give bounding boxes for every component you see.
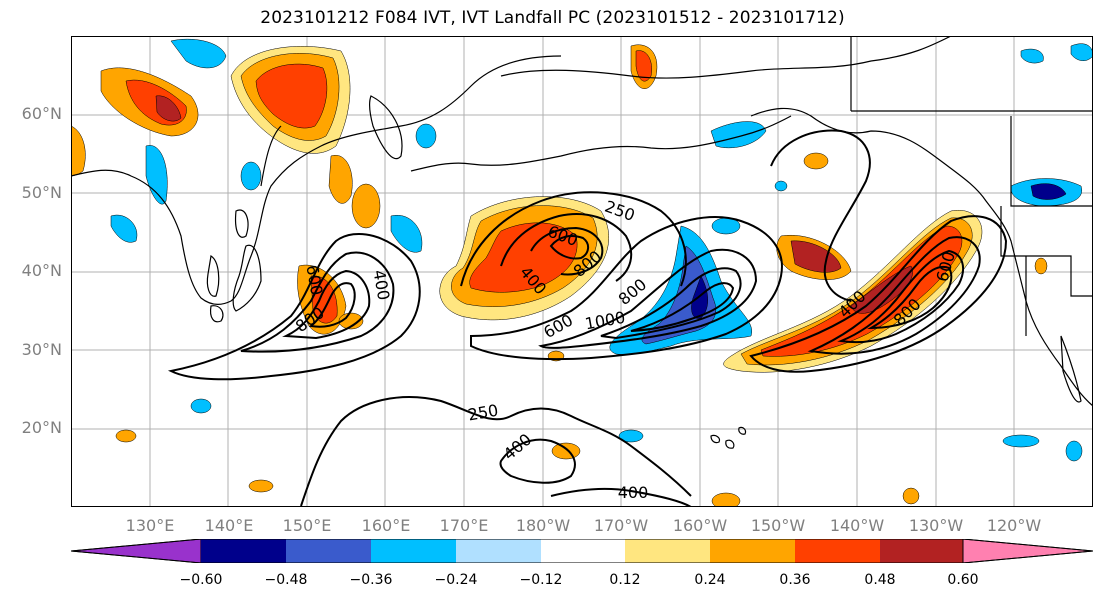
- colorbar-bin: [625, 539, 710, 563]
- lon-label-140e: 140°E: [204, 516, 254, 535]
- map-panel: 250 400 600 800 1000 600 800 400 250 600…: [71, 36, 1093, 507]
- contour-label: 600: [540, 310, 576, 342]
- figure-title: 2023101212 F084 IVT, IVT Landfall PC (20…: [260, 8, 845, 28]
- colorbar-bin: [541, 539, 625, 563]
- colorbar-tick-label: 0.48: [864, 572, 896, 588]
- lat-label-60n: 60°N: [21, 104, 62, 123]
- map-canvas: 250 400 600 800 1000 600 800 400 250 600…: [71, 36, 1093, 507]
- colorbar-bin: [286, 539, 371, 563]
- colorbar-bin: [456, 539, 541, 563]
- lon-label-130e: 130°E: [125, 516, 175, 535]
- lon-label-160w: 160°W: [672, 516, 728, 535]
- colorbar-extend-low: [71, 539, 202, 563]
- coastlines: [71, 36, 1093, 449]
- contour-label: 250: [466, 401, 499, 425]
- lat-label-50n: 50°N: [21, 183, 62, 202]
- contour-label: 800: [615, 275, 651, 309]
- colorbar-tick-label: −0.48: [264, 572, 308, 588]
- lat-label-30n: 30°N: [21, 340, 62, 359]
- colorbar-tick-label: 0.36: [779, 572, 811, 588]
- lon-label-170e: 170°E: [439, 516, 489, 535]
- lon-label-160e: 160°E: [361, 516, 411, 535]
- colorbar-tick-label: 0.24: [694, 572, 726, 588]
- colorbar-tick-label: −0.24: [434, 572, 478, 588]
- contour-label: 400: [500, 430, 536, 464]
- contour-label: 400: [369, 268, 393, 301]
- lat-label-40n: 40°N: [21, 261, 62, 280]
- ivt-contours: [167, 129, 1008, 507]
- colorbar-bin: [795, 539, 880, 563]
- lon-label-150w: 150°W: [750, 516, 806, 535]
- colorbar: [71, 539, 1093, 563]
- colorbar-bin: [880, 539, 963, 563]
- colorbar-bin: [371, 539, 456, 563]
- lon-label-140w: 140°W: [829, 516, 885, 535]
- colorbar-tick-label: −0.12: [519, 572, 563, 588]
- contour-label: 400: [618, 483, 649, 502]
- lon-label-130w: 130°W: [908, 516, 964, 535]
- colorbar-extend-high: [962, 539, 1093, 563]
- colorbar-tick-label: −0.60: [179, 572, 223, 588]
- lon-label-170w: 170°W: [593, 516, 649, 535]
- colorbar-tick-label: 0.12: [609, 572, 641, 588]
- negative-shading: [110, 38, 1093, 462]
- lon-label-120w: 120°W: [986, 516, 1042, 535]
- colorbar-tick-label: −0.36: [349, 572, 393, 588]
- lon-label-150e: 150°E: [282, 516, 332, 535]
- lat-label-20n: 20°N: [21, 418, 62, 437]
- lon-label-180w: 180°W: [515, 516, 571, 535]
- positive-shading: [71, 44, 1048, 507]
- colorbar-bin: [710, 539, 795, 563]
- colorbar-tick-label: 0.60: [947, 572, 979, 588]
- colorbar-bin: [201, 539, 286, 563]
